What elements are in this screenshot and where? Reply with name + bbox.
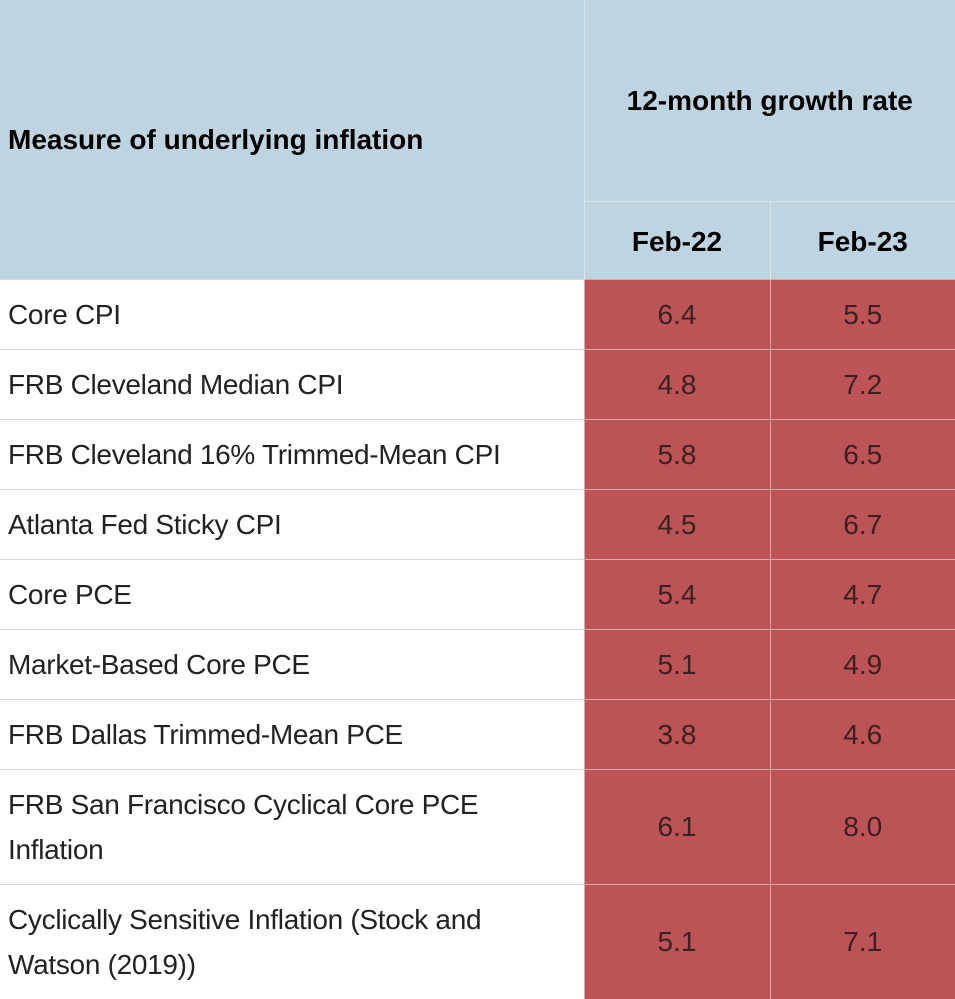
value-cell: 5.5 xyxy=(770,280,955,350)
value-cell: 3.8 xyxy=(584,700,770,770)
row-label: Cyclically Sensitive Inflation (Stock an… xyxy=(0,885,584,999)
value-cell: 5.4 xyxy=(584,560,770,630)
value-cell: 6.4 xyxy=(584,280,770,350)
table-row: Core PCE 5.4 4.7 xyxy=(0,560,955,630)
value-cell: 7.1 xyxy=(770,885,955,999)
row-label: FRB Cleveland Median CPI xyxy=(0,350,584,420)
value-cell: 6.7 xyxy=(770,490,955,560)
row-label: FRB Dallas Trimmed-Mean PCE xyxy=(0,700,584,770)
value-cell: 7.2 xyxy=(770,350,955,420)
value-cell: 6.1 xyxy=(584,770,770,885)
row-label: FRB Cleveland 16% Trimmed-Mean CPI xyxy=(0,420,584,490)
column-header-feb-23: Feb-23 xyxy=(770,202,955,280)
table-row: FRB Dallas Trimmed-Mean PCE 3.8 4.6 xyxy=(0,700,955,770)
value-cell: 4.7 xyxy=(770,560,955,630)
row-label: Atlanta Fed Sticky CPI xyxy=(0,490,584,560)
table-row: Cyclically Sensitive Inflation (Stock an… xyxy=(0,885,955,999)
value-cell: 5.1 xyxy=(584,885,770,999)
value-cell: 4.8 xyxy=(584,350,770,420)
row-label: Core CPI xyxy=(0,280,584,350)
row-label: Core PCE xyxy=(0,560,584,630)
value-cell: 8.0 xyxy=(770,770,955,885)
growth-rate-header: 12-month growth rate xyxy=(584,0,955,202)
value-cell: 4.5 xyxy=(584,490,770,560)
value-cell: 4.9 xyxy=(770,630,955,700)
value-cell: 6.5 xyxy=(770,420,955,490)
table-row: Market-Based Core PCE 5.1 4.9 xyxy=(0,630,955,700)
table-row: FRB San Francisco Cyclical Core PCE Infl… xyxy=(0,770,955,885)
table-row: FRB Cleveland 16% Trimmed-Mean CPI 5.8 6… xyxy=(0,420,955,490)
value-cell: 5.8 xyxy=(584,420,770,490)
value-cell: 5.1 xyxy=(584,630,770,700)
value-cell: 4.6 xyxy=(770,700,955,770)
row-label: FRB San Francisco Cyclical Core PCE Infl… xyxy=(0,770,584,885)
table-row: FRB Cleveland Median CPI 4.8 7.2 xyxy=(0,350,955,420)
row-label: Market-Based Core PCE xyxy=(0,630,584,700)
table-row: Core CPI 6.4 5.5 xyxy=(0,280,955,350)
column-header-feb-22: Feb-22 xyxy=(584,202,770,280)
measure-header: Measure of underlying inflation xyxy=(0,0,584,280)
header-row: Measure of underlying inflation 12-month… xyxy=(0,0,955,202)
table-row: Atlanta Fed Sticky CPI 4.5 6.7 xyxy=(0,490,955,560)
